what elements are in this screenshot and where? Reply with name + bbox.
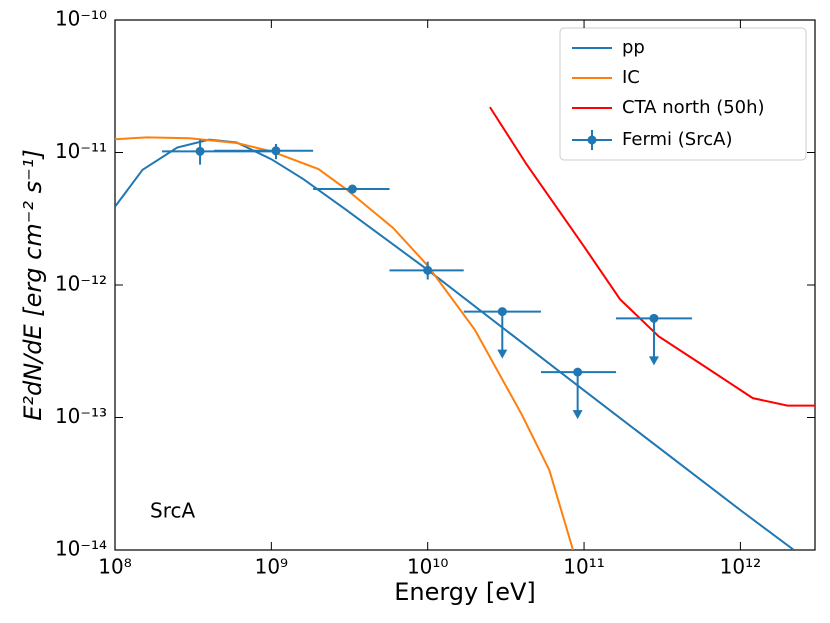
x-tick-label: 10¹⁰ (407, 555, 448, 579)
upper-limit-head (497, 349, 508, 359)
x-tick-label: 10¹² (720, 555, 761, 579)
x-tick-label: 10¹¹ (563, 555, 604, 579)
legend-swatch (587, 135, 597, 145)
y-tick-label: 10⁻¹³ (55, 404, 107, 428)
y-tick-label: 10⁻¹⁰ (55, 7, 107, 31)
data-point (271, 146, 281, 156)
series-line (489, 106, 815, 407)
data-point (649, 313, 659, 323)
y-tick-label: 10⁻¹² (55, 272, 107, 296)
data-point (423, 265, 433, 275)
legend-label: Fermi (SrcA) (622, 129, 732, 150)
x-tick-label: 10⁹ (255, 555, 288, 579)
data-point (497, 307, 507, 317)
plot-area (115, 106, 815, 550)
legend-label: CTA north (50h) (622, 97, 765, 118)
y-tick-label: 10⁻¹⁴ (55, 537, 107, 561)
x-axis-label: Energy [eV] (394, 578, 536, 606)
y-tick-label: 10⁻¹¹ (55, 139, 107, 163)
data-point (195, 146, 205, 156)
upper-limit-head (572, 410, 583, 420)
x-tick-label: 10⁸ (98, 555, 131, 579)
series-line (115, 138, 795, 550)
data-point (573, 367, 583, 377)
legend-label: pp (622, 37, 645, 58)
legend (559, 27, 807, 161)
series-line (115, 136, 574, 550)
annotation: SrcA (150, 499, 195, 523)
upper-limit-head (648, 356, 659, 366)
data-point (347, 184, 357, 194)
legend-label: IC (622, 67, 640, 88)
y-axis-label: E²dN/dE [erg cm⁻² s⁻¹] (19, 149, 47, 421)
